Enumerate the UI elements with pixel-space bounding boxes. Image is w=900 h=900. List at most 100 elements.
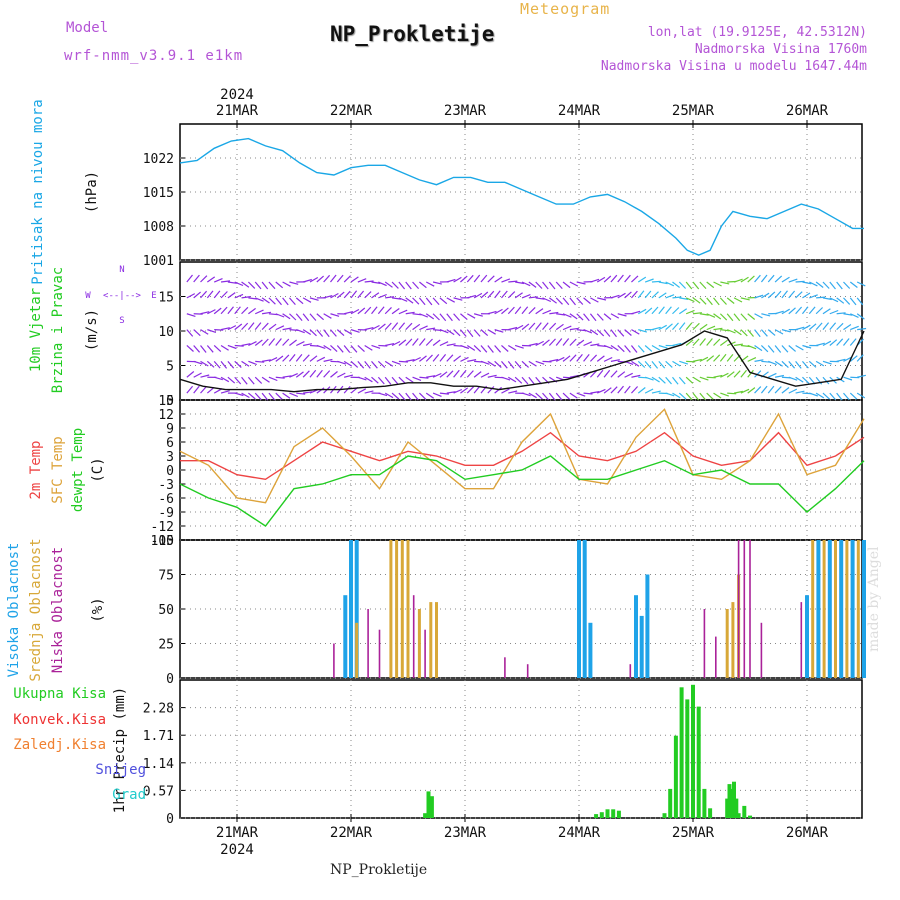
wind-arrow (288, 297, 296, 305)
wind-arrow (610, 386, 618, 394)
rain-bar (616, 810, 621, 818)
wind-arrow (754, 274, 761, 283)
wind-arrow (453, 329, 461, 337)
wind-arrow (822, 376, 830, 385)
wind-arrow (186, 293, 196, 299)
wind-arrow (685, 376, 694, 384)
wind-arrow (747, 313, 756, 320)
wind-arrow (432, 281, 442, 285)
wind-arrow (637, 345, 645, 353)
precip-legend-item: Grad (112, 787, 146, 803)
wind-arrow (528, 306, 536, 315)
rain-bar (679, 687, 684, 818)
wind-arrow (480, 291, 489, 299)
rain-bar (668, 788, 673, 818)
wind-arrow (289, 392, 299, 398)
high-cloud-bar (588, 622, 593, 678)
wind-arrow (248, 297, 258, 300)
wind-arrow (747, 275, 755, 283)
wind-arrow (309, 313, 317, 321)
wind-arrow (569, 327, 579, 331)
wind-arrow (487, 374, 497, 378)
wind-arrow (576, 339, 585, 346)
wind-arrow (405, 392, 412, 401)
wind-arrow (336, 291, 345, 299)
wind-arrow (850, 313, 859, 318)
wind-arrow (740, 369, 747, 378)
y-tick-label: 15 (158, 291, 174, 306)
wind-arrow (377, 323, 386, 331)
wind-arrow (610, 274, 618, 283)
wind-arrow (631, 329, 640, 335)
wind-arrow (795, 326, 805, 331)
wind-arrow (206, 345, 214, 353)
wind-arrow (200, 329, 209, 335)
wind-arrow (398, 376, 406, 384)
wind-arrow (255, 297, 264, 302)
wind-arrow (774, 329, 784, 335)
wind-arrow (384, 322, 392, 331)
wind-arrow (637, 387, 646, 394)
wind-arrow (542, 297, 552, 303)
wind-arrow (220, 376, 230, 383)
wind-arrow (849, 392, 858, 400)
mid-cloud-bar (845, 540, 849, 678)
wind-arrow (658, 292, 667, 299)
wind-arrow (761, 313, 771, 317)
wind-arrow (740, 329, 748, 337)
wind-arrow (514, 292, 523, 299)
wind-arrow (603, 356, 613, 362)
y-tick-label: 9 (166, 422, 174, 437)
wind-arrow (699, 376, 709, 381)
wind-arrow (658, 306, 665, 315)
wind-arrow (460, 387, 469, 394)
wind-arrow (426, 375, 436, 378)
wind-arrow (583, 392, 593, 395)
wind-arrow (822, 308, 831, 315)
wind-arrow (302, 370, 310, 378)
wind-arrow (849, 297, 857, 306)
wind-arrow (754, 386, 762, 394)
wind-arrow (378, 281, 387, 287)
wind-arrow (487, 386, 495, 394)
wind-arrow (774, 374, 785, 378)
mid-cloud-bar (725, 609, 729, 678)
high-cloud-bar (639, 615, 644, 678)
wind-arrow (795, 280, 805, 283)
wind-arrow (206, 290, 214, 299)
y-tick-label: -3 (158, 478, 174, 493)
wind-arrow (200, 360, 209, 367)
wind-arrow (466, 386, 475, 394)
wind-arrow (692, 358, 702, 362)
rain-bar (673, 735, 678, 818)
wind-arrow (726, 354, 734, 362)
wind-arrow (350, 360, 359, 368)
wind-arrow (726, 371, 735, 378)
wind-arrow (234, 293, 244, 299)
wind-arrow (214, 376, 223, 381)
wind-arrow (706, 355, 715, 362)
wind-arrow (795, 344, 804, 351)
wind-arrow (316, 275, 324, 283)
wind-legend-s: S (119, 316, 124, 326)
wind-arrow (453, 369, 460, 378)
wind-ylabel-1: 10m Vjetar (28, 288, 44, 372)
model-altitude: Nadmorska Visina u modelu 1647.44m (600, 59, 867, 74)
wind-arrow (391, 322, 399, 330)
wind-arrow (631, 310, 641, 315)
wind-arrow (186, 274, 193, 283)
wind-arrow (535, 360, 545, 365)
wind-arrow (323, 313, 332, 319)
wind-arrow (644, 345, 653, 352)
wind-arrow (651, 376, 660, 383)
wind-arrow (405, 338, 413, 346)
wind-arrow (419, 376, 429, 379)
wind-arrow (774, 290, 782, 299)
wind-arrow (295, 371, 304, 378)
wind-arrow (672, 376, 679, 385)
wind-arrow (528, 322, 536, 331)
mid-cloud-bar (406, 540, 410, 678)
wind-arrow (241, 296, 251, 299)
wind-arrow (809, 281, 818, 287)
wind-arrow (398, 360, 408, 363)
